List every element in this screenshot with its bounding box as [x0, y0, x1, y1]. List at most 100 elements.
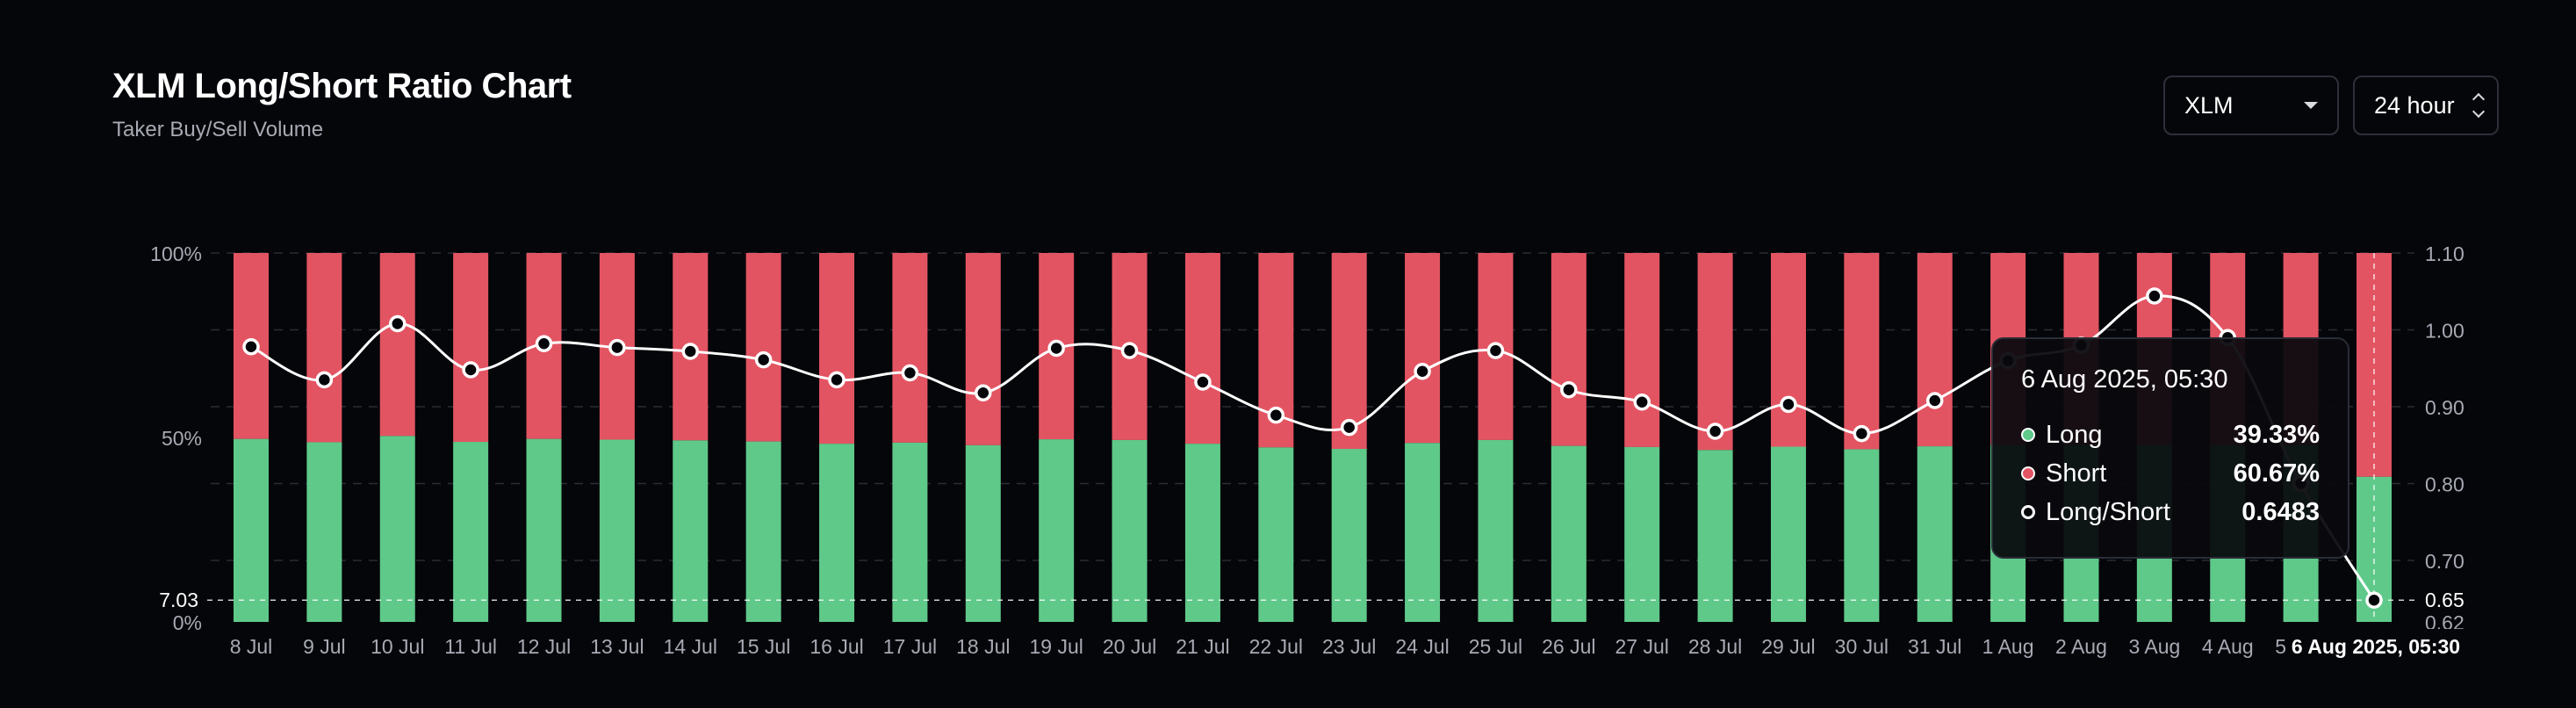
ratio-point — [1853, 424, 1871, 443]
x-axis-tick-label: 28 Jul — [1688, 635, 1742, 658]
ratio-legend-dot — [2021, 505, 2035, 519]
short-bar — [1184, 253, 1220, 444]
long-bar — [599, 439, 635, 622]
left-axis-tick-label: 0% — [173, 611, 202, 634]
short-bar — [745, 253, 781, 442]
x-axis-tick-label: 31 Jul — [1908, 635, 1961, 658]
long-bar — [1917, 446, 1953, 622]
short-bar — [1770, 253, 1806, 447]
x-axis-tick-label: 11 Jul — [444, 635, 497, 658]
x-axis-tick-label: 4 Aug — [2202, 635, 2254, 658]
x-axis-tick-label: 23 Jul — [1322, 635, 1376, 658]
x-axis-tick-label: 12 Jul — [517, 635, 571, 658]
crosshair-left-badge — [140, 585, 205, 612]
tooltip-row-short: Short 60.67% — [2021, 454, 2320, 493]
tooltip-label: Long/Short — [2046, 497, 2170, 526]
ratio-point — [1706, 423, 1724, 440]
tooltip-row-long: Long 39.33% — [2021, 415, 2320, 454]
ratio-point — [754, 350, 773, 369]
short-bar — [965, 253, 1001, 445]
tooltip-value: 39.33% — [2233, 420, 2320, 449]
ratio-point — [1780, 395, 1797, 414]
tooltip-label: Long — [2046, 420, 2103, 449]
long-bar — [892, 442, 928, 622]
chart-tooltip: 6 Aug 2025, 05:30 Long 39.33% Short 60.6… — [1991, 337, 2349, 559]
short-bar — [379, 253, 415, 437]
right-axis-tick-label: 0.90 — [2425, 396, 2464, 419]
x-axis-tick-label: 29 Jul — [1761, 635, 1815, 658]
ratio-point — [2146, 287, 2163, 305]
crosshair-left-value: 7.03 — [159, 589, 198, 611]
short-bar — [892, 253, 928, 443]
ratio-point — [681, 343, 700, 360]
long-bar — [1697, 450, 1733, 622]
short-bar — [306, 253, 342, 443]
ratio-point — [1340, 418, 1358, 437]
left-axis-tick-label: 100% — [150, 242, 202, 265]
x-axis-tick-label: 1 Aug — [1982, 635, 2034, 658]
x-axis-tick-label: 18 Jul — [956, 635, 1010, 658]
x-axis-tick-label: 14 Jul — [664, 635, 717, 658]
long-bar — [1624, 446, 1660, 622]
long-bar — [1405, 443, 1441, 622]
ratio-point — [535, 335, 553, 352]
chevron-down-icon — [2304, 102, 2318, 109]
long-bar — [819, 444, 855, 622]
x-axis-tick-label: 10 Jul — [371, 635, 424, 658]
crosshair-right-value: 0.65 — [2425, 589, 2464, 611]
long-bar — [1844, 449, 1880, 622]
x-axis-tick-label: 9 Jul — [303, 635, 346, 658]
ratio-point — [828, 371, 845, 389]
ratio-point — [462, 361, 479, 379]
long-bar — [673, 440, 709, 622]
x-axis-tick-label: 26 Jul — [1542, 635, 1595, 658]
ratio-point — [1267, 406, 1285, 424]
chart-title: XLM Long/Short Ratio Chart — [112, 67, 572, 105]
symbol-select[interactable]: XLM — [2163, 76, 2339, 135]
short-bar — [1917, 253, 1953, 447]
ratio-point — [2365, 591, 2383, 609]
symbol-select-value: XLM — [2184, 91, 2234, 119]
ratio-point — [975, 384, 992, 401]
ratio-point — [1047, 339, 1065, 358]
x-axis-tick-label: 19 Jul — [1029, 635, 1083, 658]
short-legend-dot — [2021, 466, 2035, 480]
long-bar — [453, 442, 489, 622]
long-legend-dot — [2021, 428, 2035, 442]
period-select-value: 24 hour — [2374, 91, 2455, 119]
long-bar — [1770, 446, 1806, 622]
short-bar — [2357, 253, 2392, 477]
long-bar — [379, 436, 415, 622]
long-bar — [1478, 439, 1514, 622]
ratio-point — [1633, 394, 1651, 411]
short-bar — [1624, 253, 1660, 447]
ratio-point — [315, 371, 334, 389]
x-axis-tick-label: 15 Jul — [737, 635, 790, 658]
long-bar — [965, 444, 1001, 622]
x-axis-tick-label: 27 Jul — [1615, 635, 1669, 658]
crosshair-x-value: 6 Aug 2025, 05:30 — [2292, 635, 2460, 658]
short-bar — [453, 253, 489, 443]
right-axis-tick-label: 0.80 — [2425, 473, 2464, 496]
short-bar — [819, 253, 855, 444]
chart-header: XLM Long/Short Ratio Chart Taker Buy/Sel… — [112, 65, 572, 142]
long-bar — [745, 441, 781, 622]
tooltip-row-ratio: Long/Short 0.6483 — [2021, 493, 2320, 531]
ratio-point — [1120, 342, 1139, 359]
ratio-point — [608, 338, 626, 357]
long-bar — [1112, 439, 1148, 622]
ratio-point — [901, 364, 919, 382]
right-axis-tick-label: 1.10 — [2425, 242, 2464, 265]
x-axis-tick-label: 30 Jul — [1835, 635, 1889, 658]
short-bar — [1331, 253, 1367, 450]
tooltip-value: 0.6483 — [2241, 497, 2320, 526]
ratio-point — [1560, 381, 1578, 399]
crosshair-right-badge — [2416, 585, 2479, 612]
tooltip-date: 6 Aug 2025, 05:30 — [2021, 365, 2228, 394]
tooltip-value: 60.67% — [2233, 459, 2320, 488]
period-select[interactable]: 24 hour — [2353, 76, 2499, 135]
short-bar — [1697, 253, 1733, 451]
left-axis-tick-label: 50% — [162, 427, 202, 450]
ratio-point — [389, 314, 407, 333]
